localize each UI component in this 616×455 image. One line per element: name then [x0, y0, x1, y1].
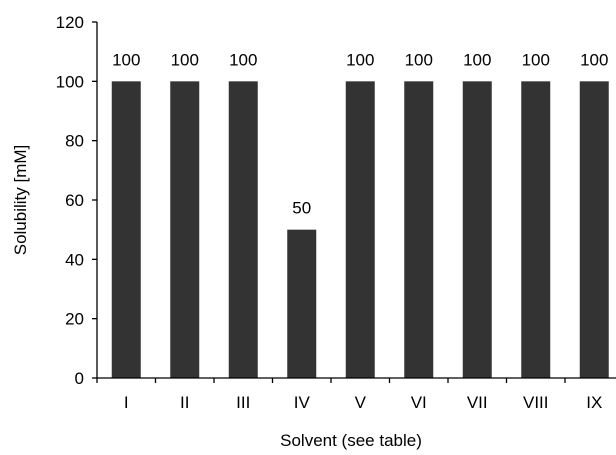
- y-tick-label-80: 80: [65, 132, 84, 151]
- axes-layer: [92, 21, 616, 383]
- y-tick-label-20: 20: [65, 310, 84, 329]
- x-tick-label-V: V: [355, 393, 367, 412]
- bar-VIII: [521, 81, 551, 378]
- data-label-VI: 100: [405, 50, 433, 69]
- x-tick-label-VIII: VIII: [523, 393, 549, 412]
- data-label-III: 100: [229, 50, 257, 69]
- data-label-VII: 100: [463, 50, 491, 69]
- y-tick-label-100: 100: [56, 72, 84, 91]
- labels-layer: 100 I 100 II 100 III 50 IV 100 V 100 VI 100 VII 100 VII…: [56, 13, 609, 412]
- bar-IX: [579, 81, 609, 378]
- y-axis-title: Solubility [mM]: [11, 145, 30, 256]
- bars-layer: [111, 81, 609, 378]
- bar-VI: [404, 81, 434, 378]
- y-tick-label-40: 40: [65, 250, 84, 269]
- data-label-VIII: 100: [522, 50, 550, 69]
- data-label-I: 100: [112, 50, 140, 69]
- bar-I: [111, 81, 141, 378]
- y-tick-label-0: 0: [75, 369, 84, 388]
- bar-II: [170, 81, 200, 378]
- x-tick-label-IX: IX: [586, 393, 602, 412]
- data-label-II: 100: [171, 50, 199, 69]
- data-label-V: 100: [346, 50, 374, 69]
- data-label-IV: 50: [292, 199, 311, 218]
- x-axis-title: Solvent (see table): [280, 431, 422, 450]
- bar-V: [345, 81, 375, 378]
- bar-IV: [287, 229, 317, 378]
- y-tick-label-120: 120: [56, 13, 84, 32]
- x-tick-label-IV: IV: [294, 393, 311, 412]
- bar-III: [228, 81, 258, 378]
- x-tick-label-VI: VI: [411, 393, 427, 412]
- x-tick-label-II: II: [180, 393, 189, 412]
- data-label-IX: 100: [580, 50, 608, 69]
- x-tick-label-I: I: [124, 393, 129, 412]
- x-tick-label-III: III: [236, 393, 250, 412]
- bar-VII: [462, 81, 492, 378]
- x-tick-label-VII: VII: [467, 393, 488, 412]
- y-tick-label-60: 60: [65, 191, 84, 210]
